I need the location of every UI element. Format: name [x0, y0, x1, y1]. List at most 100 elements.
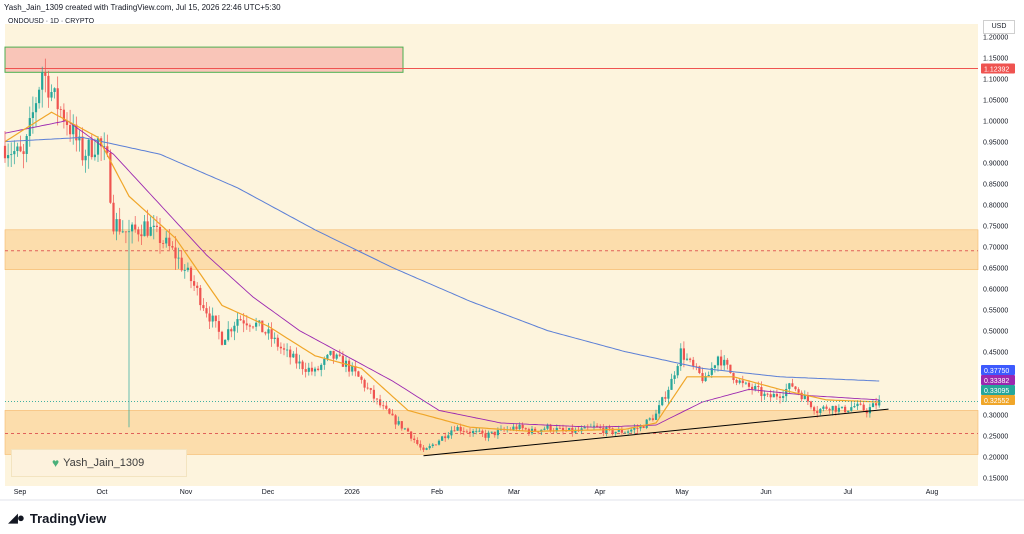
candle-body-149 — [465, 431, 468, 433]
candle-body-135 — [422, 447, 425, 450]
candle-body-207 — [645, 419, 648, 428]
candle-body-9 — [31, 112, 34, 119]
candle-body-140 — [437, 440, 441, 445]
candle-body-153 — [478, 430, 481, 432]
candle-body-144 — [450, 430, 453, 436]
candle-body-265 — [825, 406, 828, 409]
y-tick-label-8: 0.80000 — [983, 203, 1008, 210]
candle-body-72 — [227, 329, 230, 340]
candle-body-182 — [568, 427, 571, 431]
candle-body-268 — [834, 405, 837, 412]
candle-body-167 — [521, 424, 524, 429]
candle-body-113 — [354, 366, 357, 372]
candle-body-15 — [50, 92, 53, 98]
candle-body-89 — [279, 346, 282, 349]
candle-body-211 — [658, 405, 661, 414]
x-tick-label-7: Apr — [595, 489, 607, 496]
candle-body-184 — [574, 429, 577, 433]
candle-body-187 — [583, 426, 586, 429]
candle-body-270 — [840, 406, 844, 408]
candle-body-206 — [642, 426, 645, 428]
candle-body-174 — [543, 428, 546, 430]
candle-body-131 — [410, 431, 413, 439]
candle-body-75 — [236, 319, 239, 326]
candle-body-2 — [10, 154, 13, 156]
x-tick-label-2: Nov — [180, 489, 193, 496]
candle-body-103 — [323, 358, 326, 365]
brand-name: TradingView — [29, 510, 107, 526]
candle-body-266 — [828, 408, 831, 411]
candle-body-122 — [382, 405, 385, 407]
candle-body-90 — [282, 348, 286, 350]
candle-body-231 — [720, 356, 723, 366]
candle-body-172 — [537, 431, 540, 433]
candle-body-249 — [775, 393, 778, 397]
candle-body-60 — [189, 267, 193, 282]
candle-body-71 — [224, 339, 227, 345]
candle-body-132 — [413, 438, 416, 441]
candle-body-50 — [158, 226, 162, 243]
heart-icon: ♥ — [52, 456, 60, 470]
candle-body-39 — [124, 231, 127, 233]
candle-body-141 — [441, 436, 444, 441]
candle-body-109 — [341, 355, 344, 367]
candle-body-198 — [617, 429, 620, 432]
y-tick-label-11: 0.65000 — [983, 266, 1008, 273]
candle-body-199 — [620, 429, 623, 433]
price-tag-label-2: 0.33382 — [984, 378, 1009, 385]
candle-body-279 — [868, 407, 871, 414]
tradingview-brand[interactable]: ◢● TradingView — [8, 510, 106, 526]
candle-body-100 — [313, 368, 317, 372]
candle-body-139 — [434, 444, 437, 446]
y-tick-label-0: 1.20000 — [983, 35, 1008, 42]
candle-body-243 — [757, 386, 760, 388]
candle-body-224 — [698, 366, 701, 374]
candle-body-195 — [608, 427, 611, 429]
x-tick-label-3: Dec — [262, 489, 275, 496]
candle-body-126 — [394, 415, 397, 425]
y-tick-label-19: 0.25000 — [983, 434, 1008, 441]
candle-body-157 — [490, 431, 493, 433]
price-tag-label-4: 0.32552 — [984, 398, 1009, 405]
candle-body-43 — [137, 229, 140, 235]
candle-body-106 — [332, 350, 335, 359]
author-watermark: ♥ Yash_Jain_1309 — [11, 449, 187, 477]
currency-badge[interactable]: USD — [983, 20, 1015, 34]
symbol-title[interactable]: ONDOUSD · 1D · CRYPTO — [8, 18, 95, 25]
candle-body-212 — [661, 397, 664, 406]
candle-body-107 — [335, 354, 338, 359]
candle-body-158 — [493, 431, 496, 436]
candle-body-92 — [289, 349, 292, 358]
candle-body-201 — [627, 431, 630, 433]
candle-body-10 — [34, 103, 38, 113]
candle-body-145 — [453, 430, 456, 432]
candle-body-237 — [738, 380, 741, 383]
candle-body-26 — [84, 155, 87, 161]
candle-body-236 — [735, 380, 738, 383]
candle-body-4 — [16, 146, 19, 152]
candle-body-228 — [710, 367, 713, 375]
candle-body-152 — [475, 430, 478, 432]
candle-body-12 — [41, 72, 44, 90]
candle-body-202 — [630, 429, 633, 432]
candle-body-18 — [59, 109, 62, 110]
y-tick-label-18: 0.30000 — [983, 413, 1008, 420]
candle-body-49 — [155, 225, 158, 227]
candle-body-246 — [766, 393, 769, 395]
candle-body-96 — [301, 361, 304, 370]
candle-body-210 — [654, 413, 658, 420]
candle-body-86 — [270, 329, 273, 339]
candle-body-130 — [406, 428, 410, 432]
candle-body-180 — [561, 428, 565, 431]
candle-body-62 — [196, 285, 199, 288]
y-tick-label-6: 0.90000 — [983, 161, 1008, 168]
candle-body-57 — [180, 257, 183, 271]
candle-body-108 — [338, 354, 341, 356]
candle-body-74 — [233, 325, 236, 332]
candle-body-238 — [741, 380, 744, 384]
candle-body-83 — [261, 320, 264, 333]
candle-body-81 — [255, 322, 258, 327]
candle-body-165 — [515, 426, 518, 429]
candle-body-55 — [174, 247, 177, 259]
